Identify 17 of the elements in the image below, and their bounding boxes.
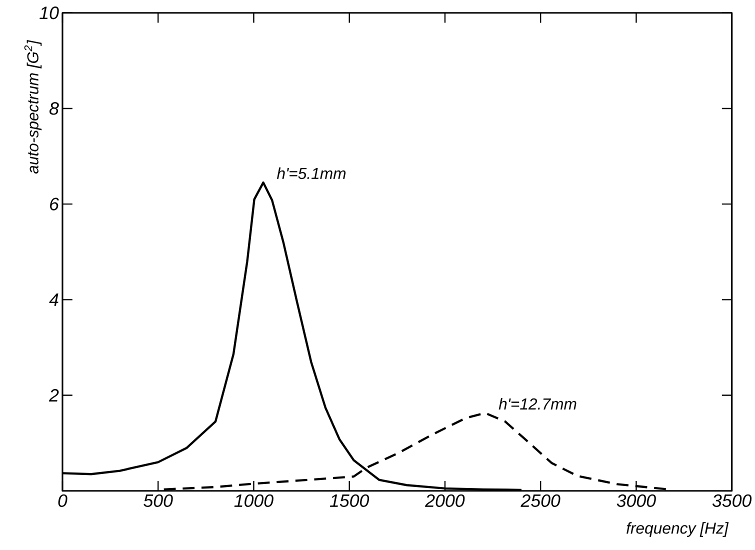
series-label: h'=5.1mm (276, 167, 346, 179)
y-tick-label: 6 (50, 198, 59, 210)
y-tick-label: 8 (50, 102, 59, 115)
x-tick-label: 3500 (712, 494, 752, 507)
x-tick-label: 2500 (520, 494, 560, 507)
y-tick-label: 4 (49, 293, 58, 306)
x-tick-label: 500 (144, 494, 173, 507)
y-tick-label: 10 (40, 6, 59, 20)
y-axis-title: auto-spectrum [G$^{2}$] (24, 40, 42, 174)
x-tick-label: 3000 (616, 494, 656, 507)
series-label: h'=12.7mm (498, 398, 576, 410)
x-tick-label: 2000 (425, 494, 465, 507)
x-tick-label: 0 (58, 494, 68, 507)
x-tick-label: 1500 (330, 494, 370, 507)
x-tick-label: 1000 (234, 494, 274, 507)
x-axis-title: frequency [Hz] (626, 522, 729, 537)
y-tick-label: 2 (48, 388, 59, 402)
